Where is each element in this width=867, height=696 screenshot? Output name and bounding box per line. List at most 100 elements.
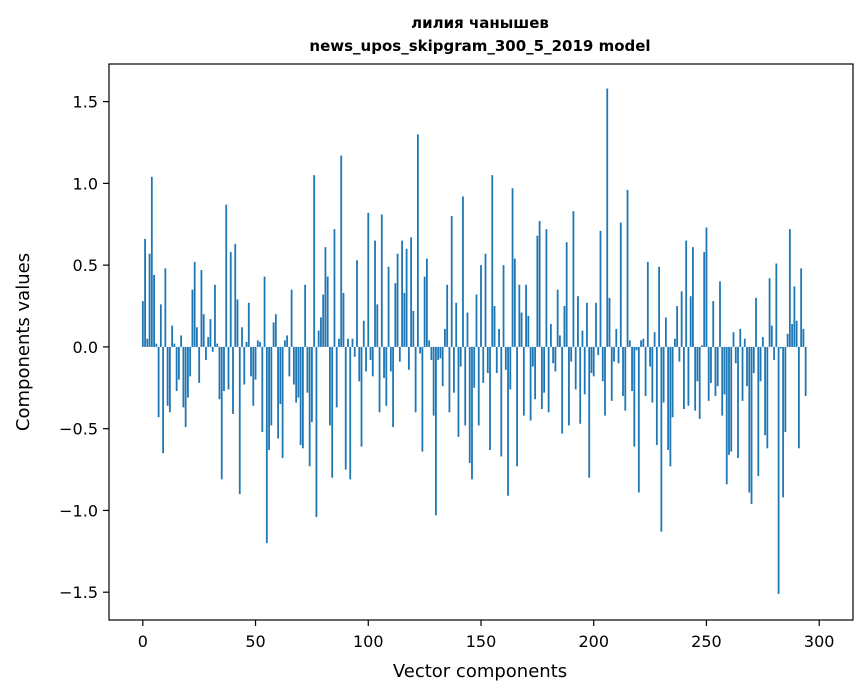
bar-139: [455, 302, 458, 347]
chart-subtitle: news_upos_skipgram_300_5_2019 model: [309, 37, 650, 55]
bar-183: [554, 346, 557, 372]
bar-189: [568, 346, 570, 426]
bar-48: [250, 346, 252, 377]
bar-207: [608, 297, 611, 347]
bar-162: [507, 346, 509, 496]
bar-188: [565, 242, 568, 347]
bar-110: [389, 346, 392, 372]
bar-278: [768, 278, 771, 347]
bar-51: [256, 340, 259, 347]
bar-222: [642, 338, 645, 347]
bar-187: [563, 306, 566, 347]
y-tick-label: 0.0: [73, 338, 98, 357]
bar-290: [795, 320, 798, 347]
bar-66: [290, 289, 293, 347]
bar-253: [712, 301, 715, 347]
bar-230: [660, 346, 663, 532]
bar-90: [344, 346, 347, 470]
bar-242: [687, 346, 690, 406]
bar-41: [234, 243, 237, 347]
bar-257: [721, 346, 724, 416]
bar-47: [247, 302, 250, 347]
bar-260: [728, 346, 730, 455]
x-tick-label: 0: [138, 632, 148, 651]
bar-249: [703, 252, 706, 347]
x-tick-label: 100: [353, 632, 384, 651]
bar-95: [356, 260, 358, 347]
bar-60: [277, 346, 279, 439]
bar-5: [153, 274, 155, 347]
bar-198: [588, 346, 591, 478]
bar-167: [518, 284, 521, 347]
bar-194: [579, 346, 582, 424]
bar-116: [403, 292, 406, 347]
bar-107: [383, 346, 385, 378]
bar-40: [232, 346, 234, 414]
bar-108: [385, 346, 388, 406]
bar-106: [380, 214, 383, 347]
bar-247: [698, 346, 701, 419]
bar-245: [694, 346, 697, 411]
bar-143: [464, 346, 467, 426]
bar-28: [205, 346, 207, 360]
bar-98: [362, 320, 365, 347]
bar-145: [468, 346, 471, 464]
bar-269: [748, 346, 751, 493]
plot-frame: [108, 63, 854, 621]
bar-121: [414, 346, 417, 413]
bar-179: [545, 229, 548, 347]
x-axis-label: Vector components: [393, 661, 567, 682]
bar-180: [547, 346, 550, 413]
bar-88: [340, 155, 343, 347]
bar-169: [522, 346, 525, 416]
bar-6: [155, 343, 158, 347]
bar-83: [329, 346, 331, 426]
bar-74: [308, 346, 311, 467]
bar-18: [182, 346, 185, 408]
bar-0: [141, 301, 144, 347]
bar-266: [741, 346, 744, 401]
bar-49: [252, 346, 255, 406]
bar-136: [448, 346, 451, 413]
bar-24: [196, 327, 198, 347]
bar-289: [793, 286, 796, 347]
bar-217: [631, 346, 633, 392]
bar-125: [423, 276, 426, 347]
bar-174: [534, 346, 537, 400]
bar-185: [559, 335, 561, 347]
bar-264: [737, 346, 739, 459]
bar-255: [716, 346, 719, 387]
bar-265: [739, 328, 742, 347]
bar-223: [644, 346, 647, 396]
bar-17: [180, 335, 183, 347]
bar-4: [150, 176, 153, 347]
bar-221: [640, 340, 642, 347]
chart-title: лилия чанышев: [411, 14, 549, 32]
y-tick-label: 1.0: [73, 174, 98, 193]
bar-35: [220, 346, 223, 480]
bar-135: [446, 284, 449, 347]
bar-109: [387, 266, 390, 347]
bar-224: [646, 261, 649, 347]
bar-226: [651, 346, 654, 403]
bar-100: [367, 212, 370, 347]
bar-282: [777, 346, 780, 594]
bar-151: [482, 346, 485, 383]
bar-80: [322, 294, 325, 347]
bar-12: [168, 346, 171, 413]
bar-132: [439, 346, 442, 359]
bar-94: [353, 346, 356, 357]
bar-250: [705, 227, 708, 347]
bar-178: [543, 346, 546, 393]
x-tick-label: 150: [466, 632, 497, 651]
bar-119: [410, 237, 413, 347]
bar-193: [577, 296, 579, 347]
bar-285: [784, 346, 787, 432]
bar-229: [658, 266, 661, 347]
bar-141: [459, 346, 462, 367]
bar-246: [696, 346, 699, 382]
bar-64: [286, 335, 289, 347]
bar-52: [259, 342, 261, 347]
bar-137: [450, 216, 453, 347]
bar-2: [146, 338, 149, 347]
